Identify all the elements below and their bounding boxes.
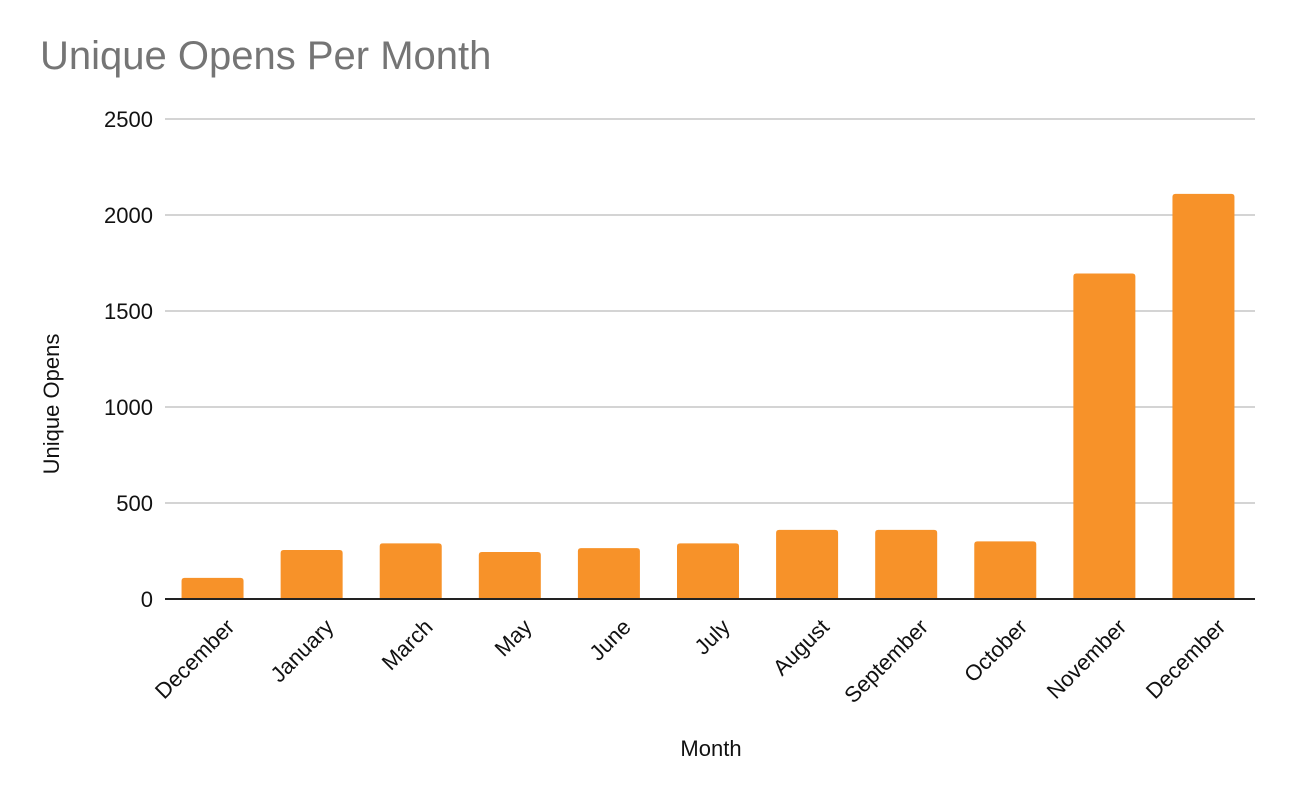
bar <box>677 543 739 599</box>
x-tick-label: July <box>690 614 735 659</box>
y-tick-label: 0 <box>141 587 153 612</box>
x-tick-label: January <box>265 614 338 687</box>
bar <box>1073 273 1136 599</box>
y-tick-label: 1500 <box>104 299 153 324</box>
bar <box>478 551 541 599</box>
y-tick-label: 500 <box>116 491 153 516</box>
bar <box>280 550 343 599</box>
chart-title: Unique Opens Per Month <box>40 34 492 78</box>
y-axis-tick-labels: 0 500 1000 1500 2000 2500 <box>104 107 153 612</box>
x-tick-label: November <box>1042 614 1131 703</box>
y-tick-label: 2500 <box>104 107 153 132</box>
x-tick-label: August <box>768 614 834 680</box>
bar <box>974 541 1037 599</box>
bar <box>875 529 938 599</box>
bar <box>776 529 839 599</box>
x-tick-label: December <box>150 614 239 703</box>
gridlines <box>165 118 1255 504</box>
bar <box>379 543 442 599</box>
x-tick-label: September <box>839 614 933 708</box>
bar <box>577 548 640 599</box>
bar <box>181 577 244 599</box>
bars <box>181 193 1235 599</box>
y-axis-title: Unique Opens <box>39 334 64 475</box>
x-axis-tick-labels: December January March May June July August Sep… <box>150 614 1230 708</box>
x-tick-label: March <box>377 614 438 675</box>
x-tick-label: October <box>959 614 1032 687</box>
x-tick-label: December <box>1141 614 1230 703</box>
y-tick-label: 1000 <box>104 395 153 420</box>
x-tick-label: May <box>490 614 537 661</box>
x-axis-title: Month <box>680 736 741 761</box>
y-tick-label: 2000 <box>104 203 153 228</box>
x-tick-label: June <box>584 614 635 665</box>
bar <box>1172 193 1235 599</box>
